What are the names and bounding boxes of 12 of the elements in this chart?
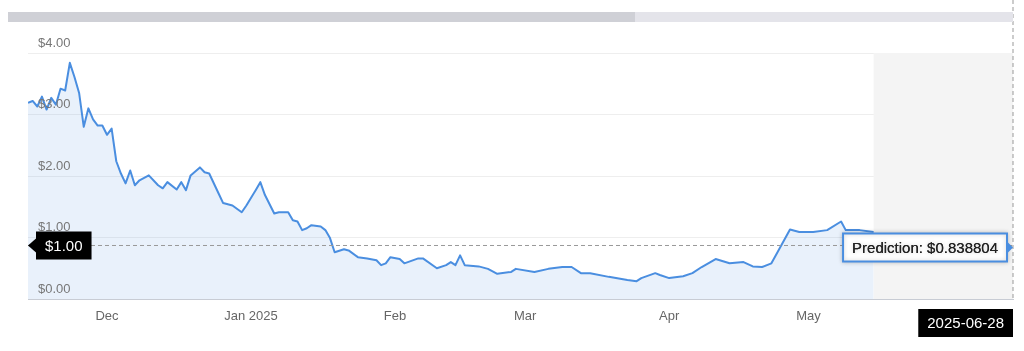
x-tick-label: Mar	[513, 308, 538, 324]
ref-line-label: 2025-06-28	[927, 314, 1005, 332]
y-tick-label: $0.00	[38, 280, 71, 296]
annotation: Prediction: $0.838804	[852, 238, 999, 256]
x-tick-label: Apr	[659, 308, 680, 324]
x-tick-label: Feb	[383, 308, 407, 324]
y-tick-label: $2.00	[38, 157, 71, 173]
y-tick-label: $4.00	[38, 34, 71, 50]
x-tick-label: Dec	[95, 308, 120, 324]
x-tick-label: May	[796, 308, 822, 324]
y-tick-label: $1.00	[38, 219, 71, 235]
x-tick-label: Jan 2025	[224, 308, 278, 324]
